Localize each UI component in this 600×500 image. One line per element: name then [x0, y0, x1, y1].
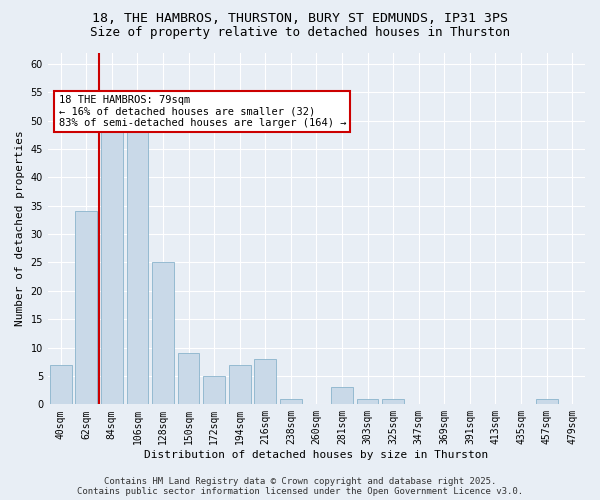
Bar [229, 364, 251, 405]
Text: Contains HM Land Registry data © Crown copyright and database right 2025.
Contai: Contains HM Land Registry data © Crown c… [77, 476, 523, 496]
Text: 18 THE HAMBROS: 79sqm
← 16% of detached houses are smaller (32)
83% of semi-deta: 18 THE HAMBROS: 79sqm ← 16% of detached … [59, 94, 346, 128]
Y-axis label: Number of detached properties: Number of detached properties [15, 130, 25, 326]
Bar [382, 398, 404, 404]
X-axis label: Distribution of detached houses by size in Thurston: Distribution of detached houses by size … [145, 450, 488, 460]
Bar [536, 398, 557, 404]
Bar [331, 388, 353, 404]
Bar [357, 398, 379, 404]
Bar [280, 398, 302, 404]
Bar [50, 364, 71, 405]
Bar [152, 262, 174, 404]
Bar [76, 212, 97, 404]
Bar [203, 376, 225, 404]
Bar [101, 126, 123, 404]
Bar [178, 354, 199, 405]
Bar [254, 359, 276, 405]
Text: 18, THE HAMBROS, THURSTON, BURY ST EDMUNDS, IP31 3PS: 18, THE HAMBROS, THURSTON, BURY ST EDMUN… [92, 12, 508, 26]
Text: Size of property relative to detached houses in Thurston: Size of property relative to detached ho… [90, 26, 510, 39]
Bar [127, 126, 148, 404]
